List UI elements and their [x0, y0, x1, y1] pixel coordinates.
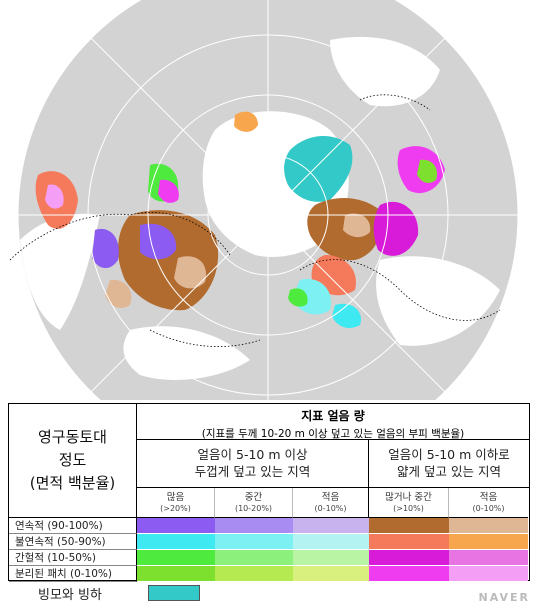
legend-swatch	[449, 534, 528, 550]
siberia-thin	[174, 256, 206, 289]
thick-overburden-label: 얼음이 5-10 m 이상 두껍게 덮고 있는 지역	[194, 447, 311, 479]
tibet-patches	[45, 184, 64, 209]
pacific-ocean-west	[20, 213, 100, 330]
row-label-sporadic: 간헐적 (10-50%)	[9, 550, 137, 566]
coastlines	[9, 94, 501, 347]
category-medium: 중간 (10-20%)	[215, 488, 293, 518]
greenland-ice	[284, 135, 353, 202]
legend-swatch	[449, 566, 528, 582]
legend-swatch	[449, 550, 528, 566]
legend-swatch	[369, 518, 449, 534]
legend-swatch	[293, 518, 369, 534]
legend-swatch	[293, 534, 369, 550]
ground-ice-title: 지표 얼음 량	[301, 409, 365, 423]
category-low-thin: 적음 (0-10%)	[449, 488, 528, 518]
canada-south-cyan	[332, 303, 361, 329]
ground-ice-header: 지표 얼음 량 (지표를 두께 10-20 m 이상 덮고 있는 얼음의 부피 …	[137, 404, 529, 440]
legend-swatch	[369, 566, 449, 582]
siberia-west-purple	[92, 228, 119, 269]
legend-swatch	[137, 518, 215, 534]
category-name: 많음	[166, 492, 185, 503]
legend-swatch	[293, 566, 369, 582]
row-label-isolated: 분리된 패치 (0-10%)	[9, 566, 137, 582]
category-range: (0-10%)	[472, 504, 505, 513]
category-range: (>20%)	[160, 504, 191, 513]
atlantic-ocean	[376, 256, 500, 346]
category-name: 적음	[479, 492, 498, 503]
legend-swatch	[137, 534, 215, 550]
permafrost-extent-header: 영구동토대 정도 (면적 백분율)	[9, 404, 137, 518]
legend-table: 영구동토대 정도 (면적 백분율) 지표 얼음 량 (지표를 두께 10-20 …	[8, 403, 530, 582]
svalbard-orange	[234, 111, 258, 132]
north-atlantic	[330, 36, 440, 107]
category-low: 적음 (0-10%)	[293, 488, 369, 518]
legend-swatch	[369, 534, 449, 550]
category-name: 중간	[244, 492, 263, 503]
category-range: (>10%)	[393, 504, 424, 513]
canada-thin-ice	[343, 213, 371, 238]
category-high-medium: 많거나 중간 (>10%)	[369, 488, 449, 518]
category-name: 적음	[321, 492, 340, 503]
legend-swatch	[215, 534, 293, 550]
thick-overburden-header: 얼음이 5-10 m 이상 두껍게 덮고 있는 지역	[137, 440, 369, 488]
category-range: (0-10%)	[314, 504, 347, 513]
category-name: 많거나 중간	[385, 492, 432, 503]
row-label-discontinuous: 불연속적 (50-90%)	[9, 534, 137, 550]
mountains-green	[288, 288, 308, 307]
legend-swatch	[137, 566, 215, 582]
glacier-swatch	[148, 585, 200, 601]
row-label-continuous: 연속적 (90-100%)	[9, 518, 137, 534]
category-range: (10-20%)	[234, 504, 273, 513]
legend-swatch	[137, 550, 215, 566]
permafrost-map	[9, 0, 519, 466]
legend-swatch	[215, 550, 293, 566]
siberia-south-thin	[105, 279, 132, 309]
legend-swatch	[215, 566, 293, 582]
legend-swatch	[293, 550, 369, 566]
legend-swatch	[369, 550, 449, 566]
thin-overburden-label: 얼음이 5-10 m 이하로 얇게 덮고 있는 지역	[388, 447, 510, 479]
legend-swatch	[449, 518, 528, 534]
thin-overburden-header: 얼음이 5-10 m 이하로 얇게 덮고 있는 지역	[369, 440, 529, 488]
category-high: 많음 (>20%)	[137, 488, 215, 518]
pacific-ocean-south	[123, 326, 250, 380]
permafrost-extent-title: 영구동토대 정도 (면적 백분율)	[29, 428, 116, 492]
alaska-green	[417, 159, 438, 183]
ground-ice-subtitle: (지표를 두께 10-20 m 이상 덮고 있는 얼음의 부피 백분율)	[201, 428, 465, 440]
polar-projection-map	[9, 0, 519, 466]
glacier-label: 빙모와 빙하	[38, 588, 102, 603]
scandinavia-magenta	[158, 179, 179, 203]
legend-swatch	[215, 518, 293, 534]
naver-watermark: NAVER	[478, 591, 530, 604]
